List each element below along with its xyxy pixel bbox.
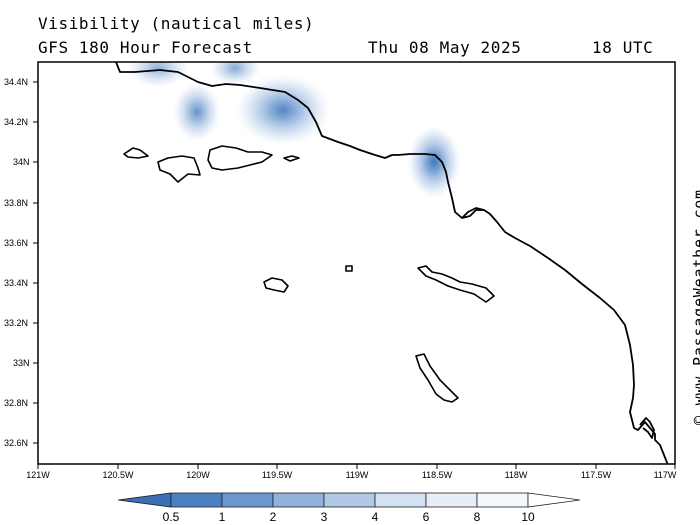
lon-tick-label: 119.5W [262, 470, 293, 480]
palos-verdes-peninsula [461, 207, 485, 219]
colorbar-label: 6 [423, 510, 430, 524]
lat-tick-label: 33.6N [4, 238, 28, 248]
colorbar-segment [170, 492, 223, 508]
lon-tick-label: 117W [654, 470, 677, 480]
lat-tick-label: 33.8N [4, 198, 28, 208]
lon-tick-label: 118.5W [422, 470, 453, 480]
san-miguel-island [123, 147, 149, 159]
santa-catalina-island [417, 265, 495, 303]
lon-tick-label: 120W [186, 470, 210, 480]
lat-tick-label: 34N [13, 157, 30, 167]
map-title: Visibility (nautical miles) [38, 14, 315, 33]
fog-layer [126, 62, 461, 199]
lat-tick-label: 34.2N [4, 117, 28, 127]
forecast-time: 18 UTC [592, 38, 654, 57]
colorbar-segment [221, 492, 274, 508]
lon-tick-label: 120.5W [102, 470, 134, 480]
colorbar-labels: 0.5 1 2 3 4 6 8 10 [163, 510, 535, 524]
santa-rosa-island [157, 155, 201, 183]
santa-barbara-island [345, 265, 353, 272]
forecast-date: Thu 08 May 2025 [368, 38, 522, 57]
colorbar-label: 4 [372, 510, 379, 524]
colorbar-label: 2 [270, 510, 277, 524]
california-coastline [115, 62, 669, 464]
latitude-axis: 34.4N 34.2N 34N 33.8N 33.6N 33.4N 33.2N [4, 77, 38, 448]
colorbar-segment [272, 492, 325, 508]
forecast-model: GFS 180 Hour Forecast [38, 38, 253, 57]
lat-tick-label: 32.6N [4, 438, 28, 448]
lat-tick-label: 33.4N [4, 278, 28, 288]
colorbar [117, 492, 581, 508]
lat-tick-label: 33N [13, 358, 30, 368]
ventura-fog [235, 74, 331, 146]
map-frame [37, 61, 676, 465]
colorbar-label: 3 [321, 510, 328, 524]
colorbar-label: 8 [474, 510, 481, 524]
colorbar-label: 1 [219, 510, 226, 524]
santa-cruz-island [207, 145, 273, 171]
lon-tick-label: 117.5W [581, 470, 612, 480]
los-angeles-fog [407, 125, 461, 199]
santa-barbara-fog-1 [173, 82, 221, 142]
colorbar-segment [323, 492, 376, 508]
point-conception-fog [126, 62, 190, 88]
anacapa-island [283, 155, 300, 162]
colorbar-segment [425, 492, 478, 508]
colorbar-label: 10 [521, 510, 535, 524]
lat-tick-label: 33.2N [4, 318, 28, 328]
colorbar-segment [476, 492, 529, 508]
lon-tick-label: 119W [346, 470, 369, 480]
lon-tick-label: 121W [26, 470, 50, 480]
lon-tick-label: 118W [505, 470, 528, 480]
colorbar-segment [374, 492, 427, 508]
colorbar-low-arrow [117, 492, 172, 508]
santa-barbara-fog-2 [209, 62, 261, 86]
lat-tick-label: 32.8N [4, 398, 28, 408]
san-nicolas-island [263, 277, 289, 293]
colorbar-high-arrow [527, 492, 581, 508]
san-diego-bay [639, 417, 655, 439]
longitude-axis: 121W 120.5W 120W 119.5W 119W 118.5W 118W [26, 464, 677, 480]
lat-tick-label: 34.4N [4, 77, 28, 87]
colorbar-label: 0.5 [163, 510, 180, 524]
san-clemente-island [415, 353, 459, 403]
